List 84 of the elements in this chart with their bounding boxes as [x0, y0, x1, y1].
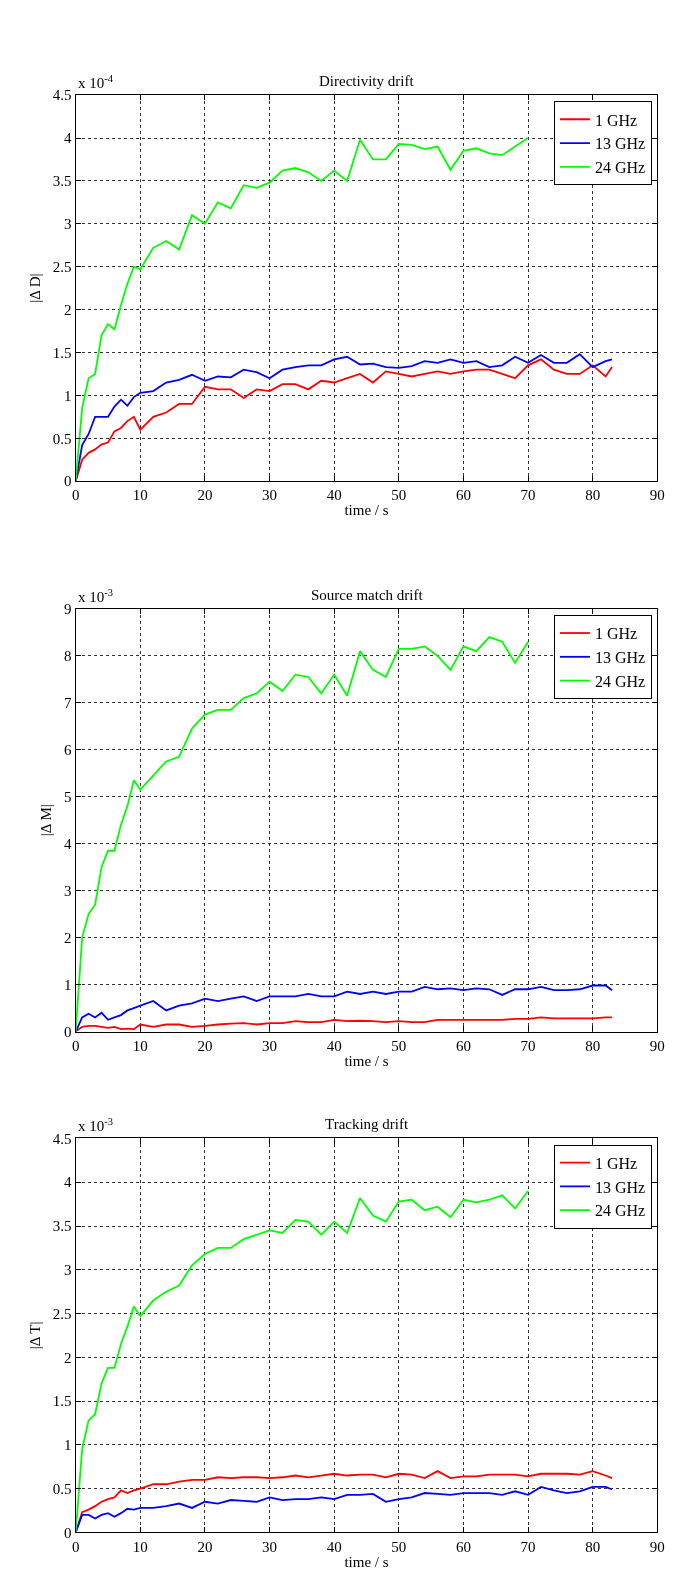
y-tick-label: 3: [64, 1262, 72, 1279]
y-tick-label: 1.5: [52, 1393, 72, 1410]
x-tick-label: 70: [520, 1037, 536, 1054]
y-tick-label: 4.5: [52, 87, 72, 104]
y-tick-label: 0: [64, 473, 72, 490]
y-tick-label: 1: [64, 976, 72, 993]
chart-title: Directivity drift: [319, 73, 415, 89]
x-tick-label: 80: [585, 1538, 601, 1555]
y-tick-label: 3: [64, 882, 72, 899]
x-tick-label: 10: [132, 1538, 148, 1555]
x-tick-label: 10: [132, 1037, 148, 1054]
x-tick-label: 10: [132, 487, 148, 504]
x-tick-label: 40: [326, 1538, 342, 1555]
y-tick-label: 0: [64, 1023, 72, 1040]
x-tick-label: 90: [649, 487, 665, 504]
legend-label: 13 GHz: [594, 649, 646, 667]
y-tick-label: 8: [64, 648, 72, 665]
y-tick-label: 4: [64, 835, 73, 852]
text: x 10$^{-3}$: [78, 587, 113, 606]
line-series: [75, 984, 613, 1032]
y-tick-label: 3: [64, 216, 72, 233]
x-tick-label: 70: [520, 1538, 536, 1555]
y-tick-label: 2.5: [52, 1305, 72, 1322]
y-tick-label: 2: [64, 301, 72, 318]
y-axis-title: |Δ T|: [27, 1321, 44, 1350]
y-tick-label: 1: [64, 387, 72, 404]
y-tick-label: 2: [64, 1349, 72, 1366]
y-tick-label: 0.5: [52, 430, 72, 447]
x-tick-label: 60: [455, 1538, 471, 1555]
text: x 10$^{-3}$: [78, 1116, 113, 1135]
legend-label: 1 GHz: [594, 625, 638, 643]
x-tick-label: 20: [197, 1538, 213, 1555]
legend-label: 24 GHz: [594, 1202, 646, 1220]
x-tick-label: 30: [262, 1538, 278, 1555]
y-axis-title: |Δ D|: [27, 273, 44, 303]
legend-label: 13 GHz: [594, 135, 646, 153]
y-tick-label: 4: [64, 130, 73, 147]
y-tick-label: 6: [64, 742, 73, 758]
x-axis-title: time / s: [344, 1553, 389, 1570]
chart-title: Tracking drift: [325, 1116, 410, 1132]
legend-label: 24 GHz: [594, 159, 646, 177]
line-series: [75, 1016, 613, 1032]
x-tick-label: 20: [197, 487, 213, 504]
legend-label: 1 GHz: [594, 1154, 638, 1172]
text: x 10$^{-4}$: [78, 73, 114, 92]
y-tick-label: 1: [64, 1437, 72, 1454]
y-tick-label: 7: [64, 695, 73, 712]
x-tick-label: 80: [585, 487, 601, 504]
legend-label: 1 GHz: [594, 111, 638, 129]
x-tick-label: 30: [262, 1037, 278, 1054]
line-series: [75, 137, 529, 482]
x-axis-title: time / s: [344, 1052, 389, 1069]
line-series: [75, 636, 529, 1032]
x-tick-label: 70: [520, 487, 536, 504]
legend-label: 13 GHz: [594, 1178, 646, 1196]
x-tick-label: 50: [391, 1037, 407, 1054]
y-tick-label: 9: [64, 601, 72, 618]
y-tick-label: 3.5: [52, 1218, 72, 1235]
x-tick-label: 40: [326, 487, 342, 504]
y-tick-label: 0: [64, 1524, 72, 1541]
y-tick-label: 5: [64, 788, 72, 805]
y-tick-label: 1.5: [52, 344, 72, 361]
x-axis-title: time / s: [344, 502, 389, 519]
y-tick-label: 4: [64, 1174, 73, 1191]
legend-label: 24 GHz: [594, 672, 646, 690]
y-axis-title: |Δ M|: [38, 804, 55, 837]
x-tick-label: 30: [262, 487, 278, 504]
x-tick-label: 60: [455, 1037, 471, 1054]
x-tick-label: 80: [585, 1037, 601, 1054]
chart-title: Source match drift: [311, 587, 424, 603]
y-tick-label: 2.5: [52, 258, 72, 275]
line-series: [75, 1190, 529, 1533]
y-tick-label: 2: [64, 929, 72, 946]
x-tick-label: 90: [649, 1037, 665, 1054]
x-tick-label: 40: [326, 1037, 342, 1054]
y-tick-label: 3.5: [52, 173, 72, 190]
x-tick-label: 20: [197, 1037, 213, 1054]
x-tick-label: 60: [455, 487, 471, 504]
y-tick-label: 4.5: [52, 1130, 72, 1147]
line-series: [75, 1486, 613, 1533]
x-tick-label: 90: [649, 1538, 665, 1555]
x-tick-label: 50: [391, 487, 407, 504]
x-tick-label: 50: [391, 1538, 407, 1555]
y-tick-label: 0.5: [52, 1480, 72, 1497]
